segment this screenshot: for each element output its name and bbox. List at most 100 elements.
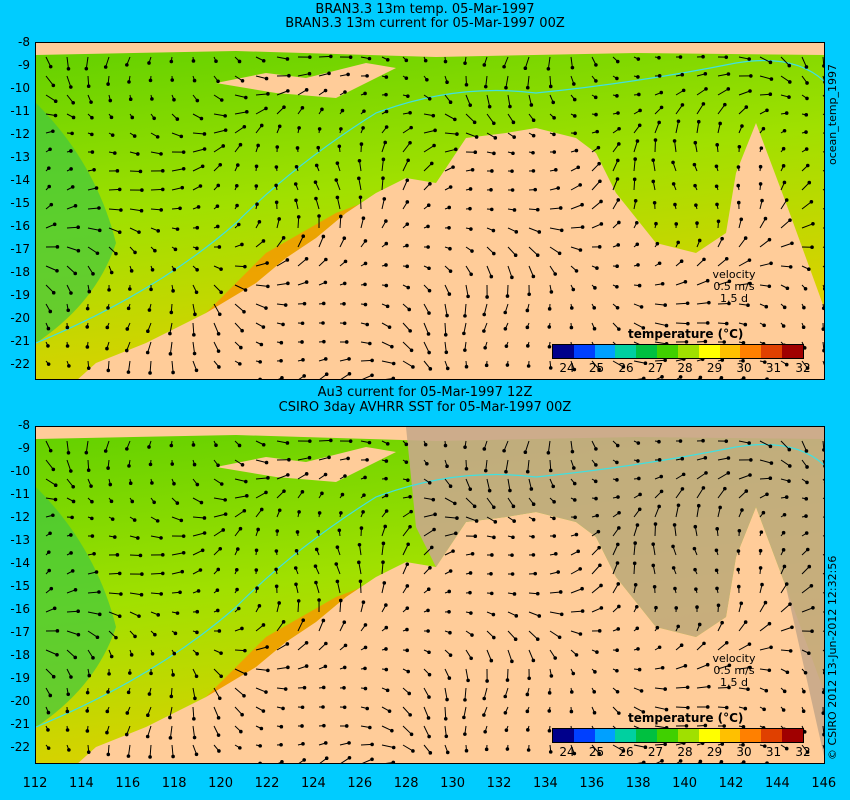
- legend-title: temperature (°C): [628, 327, 744, 341]
- colorbar-tick-label: 31: [765, 745, 782, 759]
- lon-label: 118: [161, 776, 187, 791]
- colorbar-swatch: [573, 345, 595, 358]
- colorbar-swatch: [657, 345, 678, 358]
- colorbar-swatch: [698, 345, 720, 358]
- colorbar-tick-label: 27: [647, 361, 664, 375]
- colorbar-swatch: [677, 729, 699, 742]
- colorbar-swatch: [573, 729, 595, 742]
- top-map-svg: [36, 43, 824, 379]
- lon-label: 116: [115, 776, 141, 791]
- colorbar-tick-label: 31: [765, 361, 782, 375]
- top-map-panel[interactable]: [35, 42, 825, 380]
- colorbar-tick-label: 26: [618, 745, 634, 759]
- current-vectors: [45, 54, 824, 379]
- colorbar-swatch: [719, 345, 741, 358]
- timor-island: [216, 447, 396, 482]
- colorbar-swatch: [636, 345, 658, 358]
- colorbar-tick-label: 28: [677, 745, 693, 759]
- lat-label: -8: [18, 35, 30, 49]
- colorbar-swatch: [740, 729, 762, 742]
- velocity-key-value: 0.5 m/s: [713, 280, 755, 293]
- colorbar-swatch: [740, 345, 762, 358]
- lat-label: -10: [10, 81, 30, 95]
- lat-label: -13: [10, 533, 30, 547]
- lon-label: 140: [672, 776, 697, 791]
- colorbar: [552, 728, 804, 743]
- lon-label: 120: [208, 776, 233, 791]
- colorbar-tick-label: 28: [677, 361, 693, 375]
- colorbar-tick-label: 27: [647, 745, 664, 759]
- colorbar-swatch: [782, 345, 803, 358]
- lat-label: -11: [10, 104, 30, 118]
- colorbar-swatch: [761, 729, 783, 742]
- colorbar-tick-label: 26: [618, 361, 634, 375]
- bottom-title-line1: Au3 current for 05-Mar-1997 12Z: [317, 385, 533, 400]
- colorbar-tick-label: 32: [795, 361, 811, 375]
- bottom-map-panel[interactable]: [35, 426, 825, 764]
- lon-label: 136: [579, 776, 605, 791]
- colorbar-swatch: [719, 729, 741, 742]
- lon-label: 134: [532, 776, 558, 791]
- lat-label: -13: [10, 150, 30, 164]
- lat-label: -16: [10, 602, 30, 616]
- lat-label: -20: [10, 694, 30, 708]
- colorbar-swatch: [553, 345, 574, 358]
- lon-label: 122: [254, 776, 280, 791]
- colorbar: [552, 344, 804, 359]
- colorbar-tick-label: 25: [588, 745, 605, 759]
- current-vectors: [45, 438, 824, 763]
- bottom-side-label: © CSIRO 2012 13-Jun-2012 12:32:56: [826, 555, 839, 760]
- colorbar-swatch: [782, 729, 803, 742]
- lon-label: 142: [718, 776, 744, 791]
- colorbar-tick-label: 30: [736, 745, 752, 759]
- lat-label: -18: [10, 648, 30, 662]
- lat-label: -21: [10, 334, 30, 348]
- top-title-line1: BRAN3.3 13m temp. 05-Mar-1997: [315, 2, 535, 17]
- lat-label: -11: [10, 487, 30, 501]
- velocity-key-time: 1.5 d: [720, 292, 748, 305]
- lat-label: -10: [10, 464, 30, 478]
- lon-label: 112: [22, 776, 48, 791]
- lat-label: -9: [18, 58, 30, 72]
- colorbar-tick-label: 29: [706, 745, 723, 759]
- legend-title: temperature (°C): [628, 711, 744, 725]
- colorbar-swatch: [553, 729, 574, 742]
- lon-label: 144: [764, 776, 790, 791]
- lat-label: -22: [10, 357, 30, 371]
- colorbar-swatch: [594, 345, 616, 358]
- lon-label: 130: [440, 776, 465, 791]
- colorbar-tick-label: 25: [588, 361, 605, 375]
- top-side-label: ocean_temp_1997: [826, 63, 839, 165]
- lat-label: -16: [10, 219, 30, 233]
- lat-label: -15: [10, 196, 30, 210]
- timor-island: [216, 63, 396, 98]
- velocity-key: velocity 0.5 m/s 1.5 d: [704, 269, 764, 305]
- lat-label: -12: [10, 127, 30, 141]
- isobath-line: [36, 59, 824, 344]
- colorbar-swatch: [677, 345, 699, 358]
- colorbar-tick-label: 29: [706, 361, 723, 375]
- colorbar-swatch: [761, 345, 783, 358]
- lat-label: -15: [10, 579, 30, 593]
- colorbar-tick-label: 32: [795, 745, 811, 759]
- isobath-line: [36, 444, 824, 728]
- bottom-map-svg: [36, 427, 824, 763]
- colorbar-tick-label: 30: [736, 361, 752, 375]
- colorbar-tick-label: 24: [559, 745, 575, 759]
- lon-label: 128: [393, 776, 419, 791]
- top-title-line2: BRAN3.3 13m current for 05-Mar-1997 00Z: [285, 16, 565, 31]
- velocity-key-label: velocity: [712, 652, 756, 665]
- lat-label: -8: [18, 418, 30, 432]
- colorbar-swatch: [594, 729, 616, 742]
- lat-label: -20: [10, 311, 30, 325]
- bottom-title-line2: CSIRO 3day AVHRR SST for 05-Mar-1997 00Z: [278, 400, 572, 415]
- colorbar-tick-label: 24: [559, 361, 575, 375]
- lon-label: 114: [68, 776, 94, 791]
- lon-label: 124: [300, 776, 326, 791]
- velocity-key-label: velocity: [712, 268, 756, 281]
- lon-label: 138: [625, 776, 651, 791]
- australia-land: [78, 507, 824, 763]
- colorbar-swatch: [615, 345, 637, 358]
- lat-label: -14: [10, 173, 30, 187]
- australia-land: [78, 123, 824, 379]
